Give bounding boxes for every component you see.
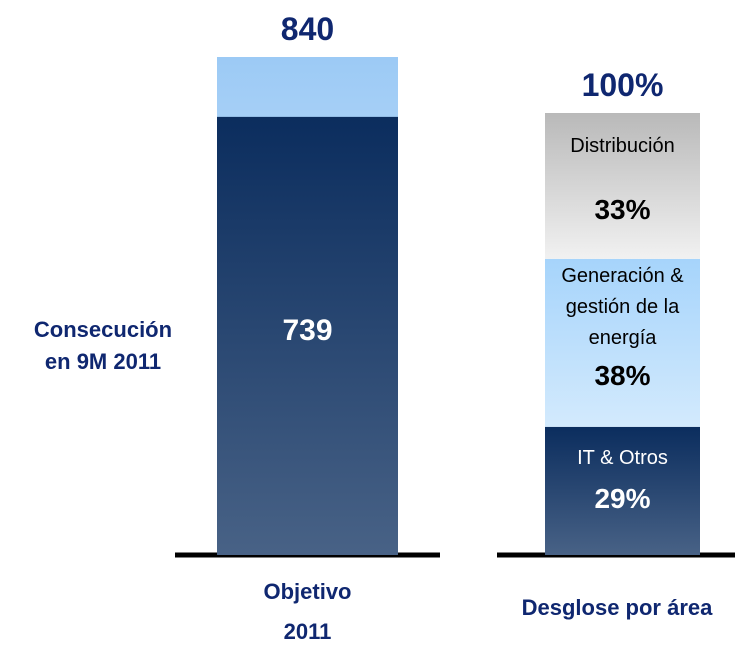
bar-segment [545, 113, 700, 259]
segment-name: Generación & gestión de la energía [561, 264, 684, 349]
series-label: Consecución en 9M 2011 [33, 317, 173, 374]
total-label: 840 [280, 11, 335, 47]
bar-segment [545, 426, 700, 555]
value-label: 33% [594, 194, 651, 225]
segment-name: IT & Otros [577, 446, 668, 469]
bar [217, 116, 398, 555]
segment-name: Distribución [570, 135, 675, 157]
value-label: 38% [594, 359, 651, 391]
x-tick-label: Objetivo 2011 [263, 579, 352, 644]
x-tick-label: Desglose por área [521, 595, 713, 620]
value-label: 29% [594, 482, 651, 514]
bar-segment [545, 258, 700, 427]
value-label: 739 [282, 314, 333, 347]
chart-title: 100% [581, 67, 664, 103]
